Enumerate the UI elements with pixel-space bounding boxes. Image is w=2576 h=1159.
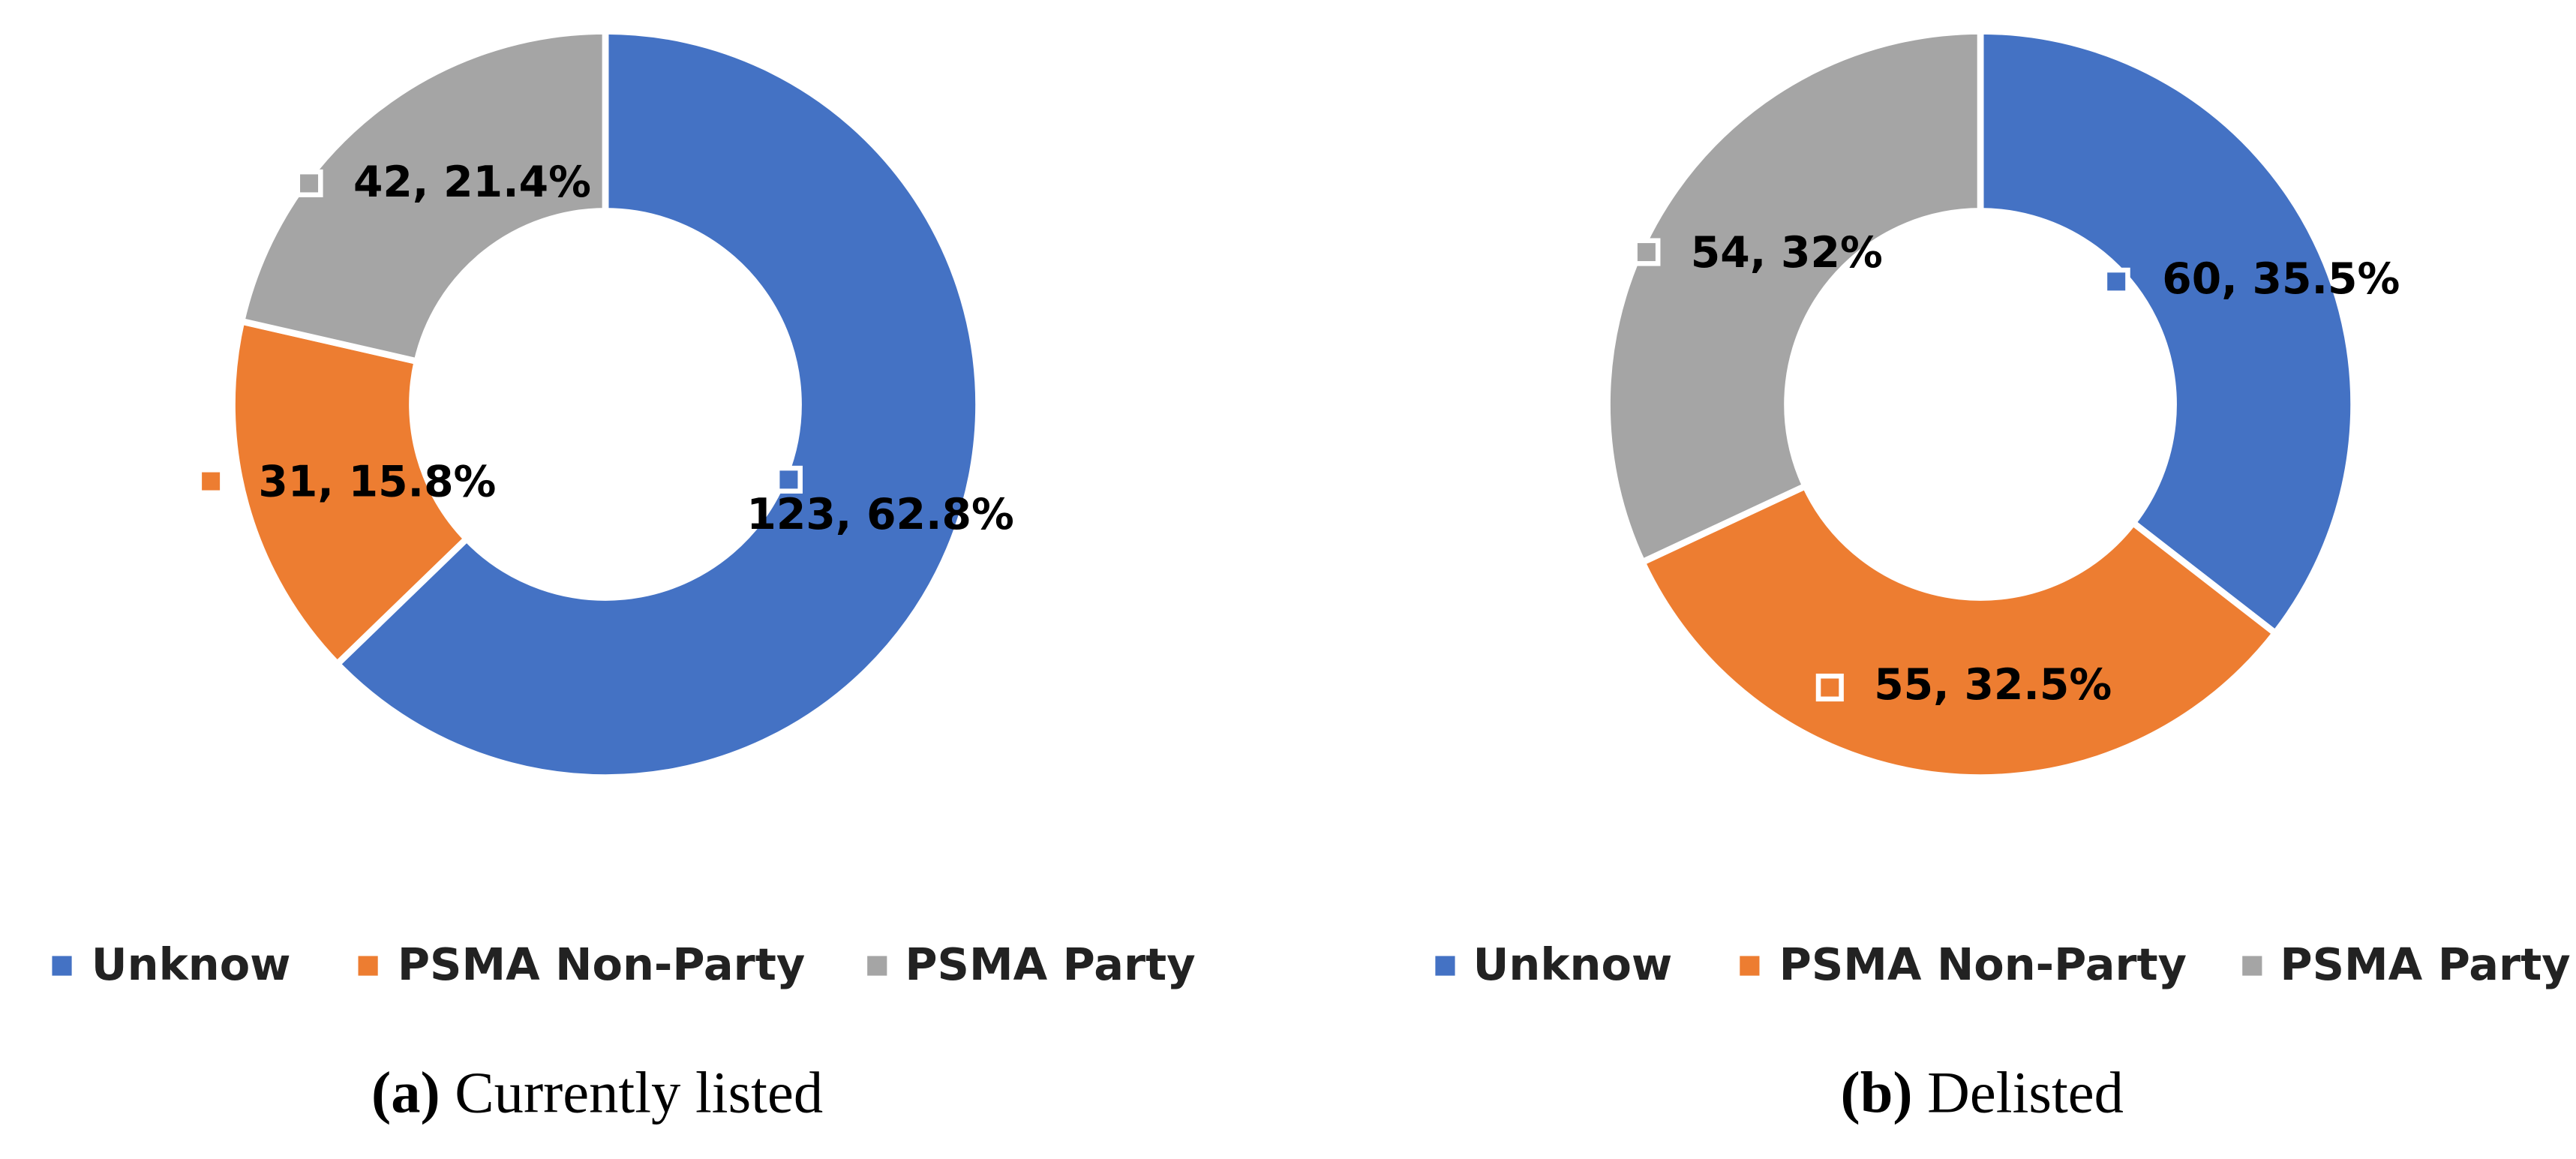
donut-slice <box>229 317 472 669</box>
legend-label: PSMA Non-Party <box>1779 938 2187 990</box>
legend-label: Unknow <box>92 938 291 990</box>
caption-text: Currently listed <box>440 1059 823 1124</box>
data-label: 60, 35.5% <box>2162 254 2400 304</box>
legend-label: PSMA Party <box>905 938 1195 990</box>
data-label: 55, 32.5% <box>1874 660 2112 710</box>
legend-key <box>2242 956 2262 976</box>
label-key <box>1815 673 1844 702</box>
legend-key <box>52 956 72 976</box>
legend-key <box>358 956 378 976</box>
label-key <box>295 169 323 197</box>
legend-label: PSMA Party <box>2280 938 2570 990</box>
caption-text: Delisted <box>1913 1059 2124 1124</box>
label-key <box>1632 238 1661 266</box>
caption-label: (b) <box>1841 1059 1913 1124</box>
legend-key <box>1435 956 1455 976</box>
legend-label: PSMA Non-Party <box>398 938 805 990</box>
legend-key <box>1740 956 1760 976</box>
data-label: 42, 21.4% <box>353 158 591 207</box>
donut-slice <box>1638 482 2280 781</box>
donut-slice <box>332 28 982 781</box>
label-key <box>197 467 225 496</box>
legend-key <box>867 956 887 976</box>
data-label: 123, 62.8% <box>746 490 1013 539</box>
caption: (a) Currently listed <box>371 1059 823 1124</box>
donut-slice <box>1604 28 1984 567</box>
data-label: 31, 15.8% <box>258 458 496 507</box>
data-label: 54, 32% <box>1691 228 1883 278</box>
label-key <box>774 465 803 494</box>
caption-label: (a) <box>371 1059 440 1124</box>
donut-slice <box>1977 28 2357 638</box>
label-key <box>2102 267 2130 296</box>
legend-label: Unknow <box>1473 938 1673 990</box>
caption: (b) Delisted <box>1841 1059 2124 1124</box>
